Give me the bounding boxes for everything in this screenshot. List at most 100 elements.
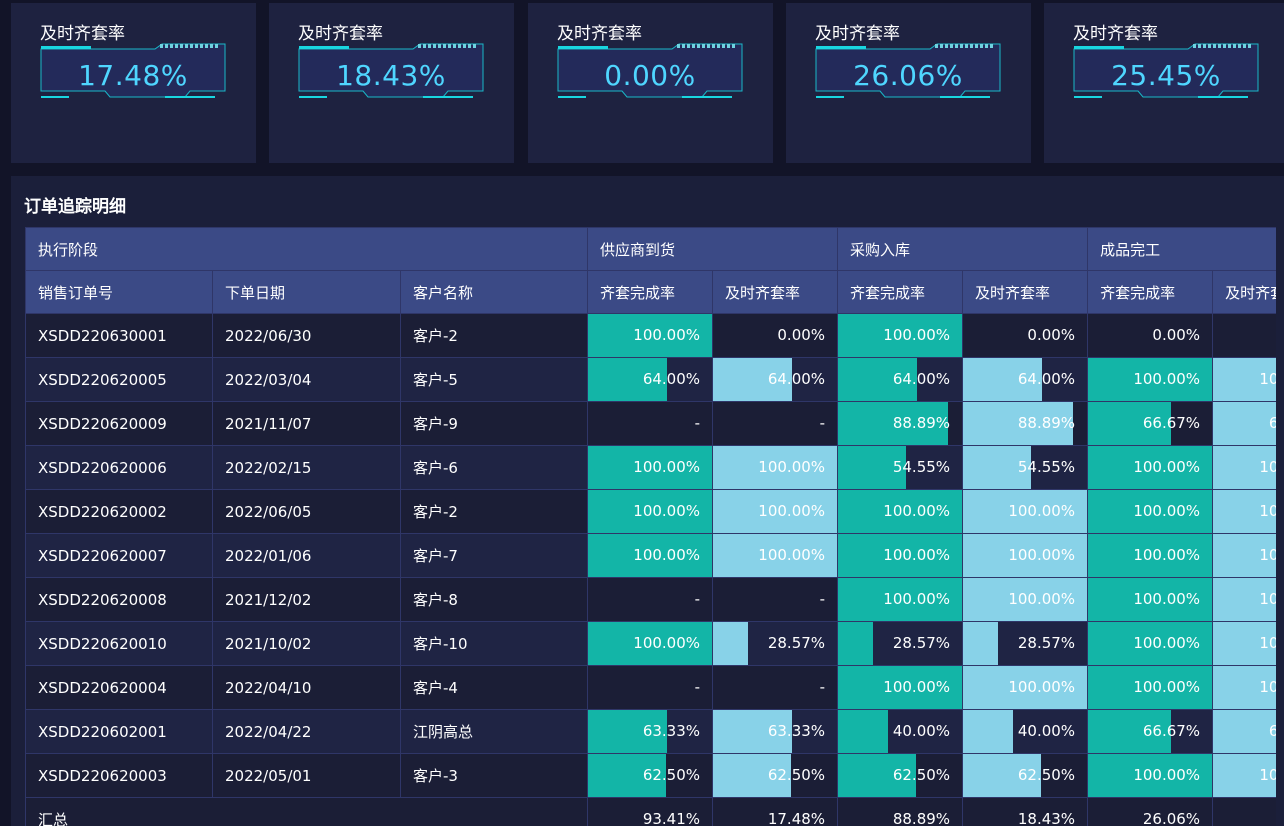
order-number-cell: XSDD220602001 — [25, 709, 213, 754]
rate-cell: 63.33% — [712, 709, 839, 754]
rate-bar — [713, 710, 792, 753]
table-row[interactable]: XSDD220620004 2022/04/10 客户-4 - - 100.00% 100.… — [25, 665, 1276, 710]
rate-value: 100.00% — [1259, 502, 1276, 520]
rate-value: 54.55% — [892, 458, 951, 476]
rate-value: 100.00% — [1259, 370, 1276, 388]
rate-cell: 100.00% — [837, 577, 964, 622]
rate-bar — [1213, 402, 1276, 445]
kpi-value: 26.06% — [853, 59, 963, 92]
rate-cell: 100.00% — [712, 489, 839, 534]
rate-bar — [1088, 666, 1212, 709]
rate-cell: 100.00% — [1087, 489, 1214, 534]
rate-bar — [588, 358, 668, 401]
customer-name-cell: 客户-3 — [399, 753, 589, 798]
rate-cell: 26.06% — [1087, 797, 1214, 826]
column-header[interactable]: 及时齐套率 — [962, 270, 1089, 314]
rate-bar — [838, 446, 906, 489]
rate-bar — [588, 710, 667, 753]
kpi-card: 及时齐套率 18.43% — [269, 3, 514, 163]
rate-value: 26.06% — [1142, 810, 1201, 826]
rate-value: 0.00% — [1027, 326, 1076, 344]
column-header[interactable]: 及时齐套率 — [712, 270, 839, 314]
rate-bar — [1088, 578, 1212, 621]
rate-bar — [1088, 710, 1171, 753]
rate-cell: 64.00% — [837, 357, 964, 402]
rate-value: 17.48% — [767, 810, 826, 826]
rate-bar — [963, 754, 1041, 797]
rate-cell: - — [587, 401, 714, 446]
rate-bar — [713, 754, 791, 797]
customer-name-cell: 客户-4 — [399, 665, 589, 710]
table-row[interactable]: XSDD220620007 2022/01/06 客户-7 100.00% 100.00… — [25, 533, 1276, 578]
kpi-frame-decoration — [815, 43, 1001, 98]
kpi-value: 17.48% — [78, 59, 188, 92]
rate-bar — [1088, 402, 1171, 445]
rate-value: 66.67% — [1214, 711, 1276, 753]
rate-value: 100.00% — [1008, 590, 1076, 608]
rate-value: 63.33% — [767, 722, 826, 740]
column-header[interactable]: 及时齐套率 — [1212, 270, 1276, 314]
table-row[interactable]: XSDD220620010 2021/10/02 客户-10 100.00% 28.57… — [25, 621, 1276, 666]
rate-value: - — [694, 590, 701, 608]
customer-name-cell: 客户-7 — [399, 533, 589, 578]
table-row[interactable]: XSDD220630001 2022/06/30 客户-2 100.00% 0.00% 1… — [25, 313, 1276, 358]
column-header[interactable]: 下单日期 — [212, 270, 401, 314]
rate-bar — [588, 314, 712, 357]
rate-cell: 28.57% — [962, 621, 1089, 666]
rate-cell: 100.00% — [1087, 665, 1214, 710]
table-row[interactable]: XSDD220602001 2022/04/22 江阴高总 63.33% 63.33% 4… — [25, 709, 1276, 754]
rate-cell: 100.00% — [712, 445, 839, 490]
rate-cell: 88.89% — [837, 401, 964, 446]
column-header[interactable]: 客户名称 — [399, 270, 589, 314]
kpi-frame: 18.43% — [298, 43, 484, 103]
table-row[interactable]: XSDD220620003 2022/05/01 客户-3 62.50% 62.50% 6… — [25, 753, 1276, 798]
rate-bar — [1213, 358, 1276, 401]
kpi-title: 及时齐套率 — [815, 24, 900, 44]
rate-value: 88.89% — [1017, 414, 1076, 432]
rate-bar — [963, 358, 1043, 401]
order-date-cell: 2021/11/07 — [212, 401, 401, 446]
kpi-card: 及时齐套率 26.06% — [786, 3, 1031, 163]
rate-cell: 62.50% — [962, 753, 1089, 798]
rate-cell: 100.00% — [1212, 665, 1276, 710]
rate-cell: 100.00% — [1212, 489, 1276, 534]
column-header[interactable]: 齐套完成率 — [587, 270, 714, 314]
order-table-scroll[interactable]: 执行阶段 供应商到货 采购入库 成品完工 销售订单号 下单日期 客户名称 齐套完… — [25, 227, 1276, 826]
order-number-cell: XSDD220620007 — [25, 533, 213, 578]
rate-bar — [1213, 710, 1276, 753]
order-date-cell: 2022/06/05 — [212, 489, 401, 534]
rate-cell: 100.00% — [837, 665, 964, 710]
rate-cell: 88.89% — [962, 401, 1089, 446]
table-row[interactable]: XSDD220620006 2022/02/15 客户-6 100.00% 100.00… — [25, 445, 1276, 490]
order-date-cell: 2022/01/06 — [212, 533, 401, 578]
rate-value: 100.00% — [883, 590, 951, 608]
rate-value: 100.00% — [1008, 546, 1076, 564]
rate-cell: 100.00% — [587, 621, 714, 666]
rate-cell: 63.33% — [587, 709, 714, 754]
table-row[interactable]: XSDD220620002 2022/06/05 客户-2 100.00% 100.00… — [25, 489, 1276, 534]
rate-bar — [713, 358, 793, 401]
order-number-cell: XSDD220620008 — [25, 577, 213, 622]
column-header[interactable]: 齐套完成率 — [837, 270, 964, 314]
rate-value: - — [819, 678, 826, 696]
table-row[interactable]: XSDD220620005 2022/03/04 客户-5 64.00% 64.00% 6… — [25, 357, 1276, 402]
column-header[interactable]: 齐套完成率 — [1087, 270, 1214, 314]
table-row[interactable]: XSDD220620008 2021/12/02 客户-8 - - 100.00% 100.… — [25, 577, 1276, 622]
order-date-cell: 2022/02/15 — [212, 445, 401, 490]
rate-value: 100.00% — [1133, 678, 1201, 696]
rate-cell: 40.00% — [962, 709, 1089, 754]
rate-bar — [963, 710, 1013, 753]
group-header: 供应商到货 — [587, 227, 839, 271]
rate-value: 100.00% — [883, 678, 951, 696]
rate-value: 100.00% — [1133, 634, 1201, 652]
rate-value: 54.55% — [1017, 458, 1076, 476]
rate-value: 64.00% — [1017, 370, 1076, 388]
column-header[interactable]: 销售订单号 — [25, 270, 213, 314]
rate-value: 62.50% — [767, 766, 826, 784]
rate-cell: 100.00% — [587, 445, 714, 490]
table-row[interactable]: XSDD220620009 2021/11/07 客户-9 - - 88.89% 88.89… — [25, 401, 1276, 446]
order-number-cell: XSDD220620002 — [25, 489, 213, 534]
rate-value: 100.00% — [1008, 502, 1076, 520]
rate-value: 100.00% — [1133, 502, 1201, 520]
customer-name-cell: 客户-9 — [399, 401, 589, 446]
